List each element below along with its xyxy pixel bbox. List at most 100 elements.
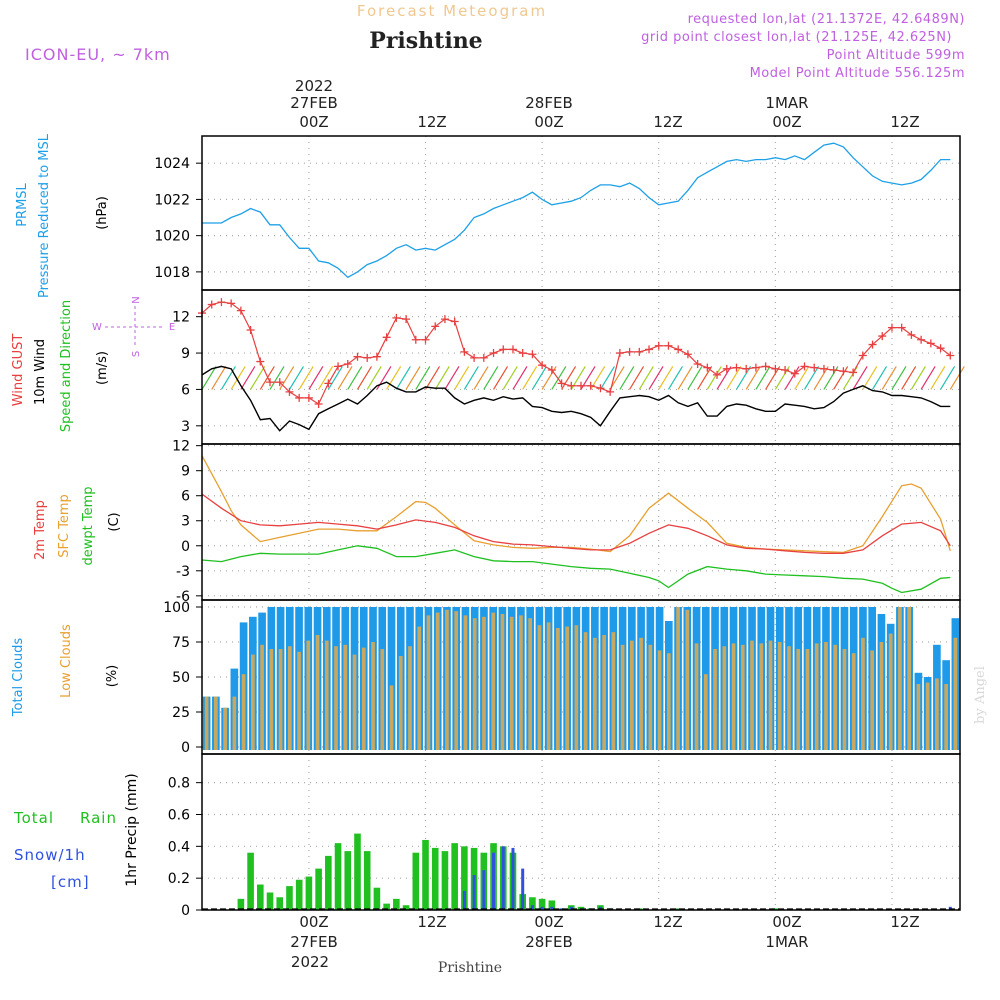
wind-arrow (512, 366, 528, 390)
low-cloud-bar (352, 654, 357, 750)
low-cloud-bar (398, 656, 403, 750)
rain-bar (441, 851, 449, 910)
gust-marker (722, 364, 731, 373)
wind-arrow (619, 366, 635, 390)
low-cloud-bar (861, 637, 865, 750)
temp-label-dewpt: dewpt Temp (81, 486, 96, 565)
low-cloud-bar (361, 647, 366, 750)
gust-marker (518, 349, 527, 358)
rain-bar (286, 886, 293, 910)
gust-marker (528, 350, 537, 359)
gust-marker (654, 341, 663, 350)
rain-bar (461, 846, 468, 910)
top-tick-3: 12Z (653, 113, 682, 131)
snow-bar (550, 906, 554, 910)
snow-bar (492, 852, 496, 910)
gust-marker (508, 345, 517, 354)
low-cloud-bar (537, 625, 542, 750)
wind-arrow (386, 366, 402, 390)
wind-arrow (648, 366, 664, 390)
low-cloud-bar (824, 642, 828, 750)
rain-bar (548, 900, 556, 910)
sfc-temp-line (201, 455, 951, 554)
bottom-tick-2: 00Z (534, 913, 563, 931)
temp-frame (201, 443, 961, 601)
frames-layer: 1018 1020 1022 1024 3 6 9 12 -6 -3 0 3 6 9 12 0 25 50 75 10… (154, 135, 961, 919)
low-cloud-bar (565, 626, 569, 750)
rain-bar (373, 887, 381, 910)
gust-marker (839, 367, 848, 376)
gust-marker (858, 351, 867, 360)
low-cloud-bar (777, 642, 782, 750)
precip-axis-label: 1hr Precip (mm) (124, 773, 140, 886)
gust-marker (217, 298, 226, 307)
wind-arrow (356, 366, 372, 390)
low-cloud-bar (250, 654, 255, 750)
precip-tick-label: 0 (181, 903, 190, 919)
wind-arrow (308, 366, 324, 390)
wind-arrow (735, 366, 751, 390)
gust-marker (887, 323, 896, 332)
wind-tick-label: 12 (172, 310, 190, 326)
low-cloud-bar (898, 607, 902, 750)
temp-label-2m: 2m Temp (33, 500, 48, 560)
precip-tick-label: 0.4 (168, 839, 190, 855)
gust-marker (275, 378, 284, 387)
low-cloud-bar (408, 646, 412, 750)
wind-arrow (493, 366, 509, 390)
bottom-year: 2022 (291, 953, 329, 971)
wind-speed-line (201, 365, 951, 432)
low-cloud-bar (574, 625, 579, 750)
marks-layer (198, 142, 965, 910)
low-cloud-bar (833, 644, 838, 750)
bottom-tick-1: 12Z (417, 913, 446, 931)
gust-marker (703, 363, 712, 372)
wind-tick-label: 3 (181, 419, 190, 435)
compass-n: N (131, 296, 142, 303)
low-cloud-bar (380, 649, 385, 750)
rain-bar (237, 898, 245, 910)
gust-marker (314, 399, 323, 408)
top-title: Forecast Meteogram (357, 2, 547, 20)
rain-bar (305, 876, 313, 910)
snow-bar (540, 906, 544, 910)
wind-arrow (463, 366, 479, 390)
low-cloud-bar (703, 674, 708, 750)
point-altitude: Point Altitude 599m (827, 48, 965, 63)
wind-arrow (250, 366, 266, 390)
wind-arrow (755, 366, 771, 390)
temp-tick-label: 9 (181, 464, 190, 480)
wind-arrow (454, 366, 470, 390)
total-cloud-bar (387, 607, 396, 750)
low-cloud-bar (611, 632, 616, 750)
gust-marker (577, 381, 585, 390)
gust-marker (926, 339, 935, 348)
gust-marker (946, 351, 955, 360)
temp-tick-label: 3 (181, 514, 190, 530)
gust-marker (402, 315, 411, 324)
gust-marker (800, 362, 809, 371)
low-cloud-bar (879, 642, 884, 750)
temp-tick-label: -3 (176, 564, 190, 580)
bottom-tick-4: 00Z (772, 913, 801, 931)
gust-marker (460, 347, 469, 356)
low-cloud-bar (787, 646, 791, 750)
gust-marker (256, 357, 265, 366)
rain-bar (431, 847, 439, 910)
low-cloud-bar (287, 646, 292, 750)
rain-bar (334, 843, 342, 910)
low-cloud-bar (722, 646, 727, 750)
low-cloud-bar (935, 678, 939, 750)
gust-marker (324, 379, 333, 388)
gust-marker (295, 393, 304, 402)
wind-arrow (366, 366, 382, 390)
gust-marker (489, 349, 498, 358)
rain-bar (354, 833, 361, 910)
wind-label-gust: Wind GUST (11, 334, 26, 407)
precip-tick-label: 0.6 (168, 807, 190, 823)
low-cloud-bar (232, 696, 237, 750)
gust-marker (227, 299, 236, 308)
top-tick-4: 00Z (772, 113, 801, 131)
low-cloud-bar (731, 643, 736, 750)
wind-arrow (940, 366, 956, 390)
